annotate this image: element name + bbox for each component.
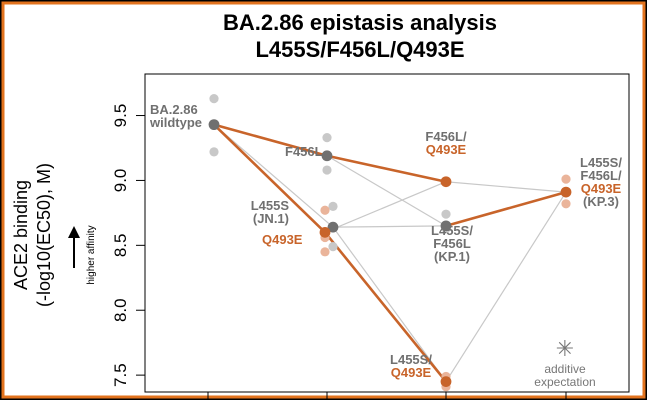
mean-point-L455S bbox=[327, 221, 339, 233]
replicate-point-triple bbox=[561, 174, 571, 184]
replicate-point-L455S_F456L bbox=[441, 209, 451, 219]
replicate-point-L455S bbox=[328, 242, 338, 252]
mean-point-Q493E bbox=[319, 226, 331, 238]
label-triple: Q493E bbox=[581, 181, 622, 196]
replicate-point-Q493E bbox=[320, 205, 330, 215]
replicate-point-L455S bbox=[328, 201, 338, 211]
label-L455S: L455S bbox=[251, 198, 290, 213]
y-axis-label-line1: ACE2 binding bbox=[11, 180, 31, 290]
edge-L455S_Q493E-triple bbox=[445, 191, 567, 382]
label-triple: F456L/ bbox=[580, 168, 622, 183]
label-L455S_F456L: F456L bbox=[433, 236, 471, 251]
edge-F456L-L455S_F456L bbox=[326, 155, 447, 227]
label-triple: L455S/ bbox=[580, 155, 622, 170]
edge-Q493E-L455S_Q493E bbox=[323, 231, 448, 383]
chart-title: BA.2.86 epistasis analysis bbox=[223, 10, 497, 35]
label-L455S_F456L: L455S/ bbox=[431, 223, 473, 238]
y-tick-label: 9.0 bbox=[111, 169, 130, 193]
edge-F456L_Q493E-triple bbox=[445, 181, 567, 193]
mean-point-L455S_F456L bbox=[440, 220, 452, 232]
mean-point-L455S_Q493E bbox=[440, 376, 452, 388]
label-L455S: (JN.1) bbox=[253, 211, 289, 226]
label-L455S_Q493E: Q493E bbox=[391, 365, 432, 380]
edge-L455S-L455S_Q493E bbox=[332, 226, 447, 382]
edge-wt-L455S bbox=[213, 124, 334, 228]
higher-affinity-arrow bbox=[68, 226, 80, 268]
replicate-point-F456L bbox=[322, 133, 332, 143]
label-F456L_Q493E: F456L/ bbox=[425, 129, 467, 144]
y-tick-label: 8.5 bbox=[111, 234, 130, 258]
edge-L455S-L455S_F456L bbox=[332, 225, 447, 228]
edge-wt-F456L bbox=[213, 123, 328, 158]
label-L455S_Q493E: L455S/ bbox=[390, 352, 432, 367]
mean-point-wt bbox=[208, 119, 220, 131]
label-triple: (KP.3) bbox=[583, 194, 619, 209]
y-tick-label: 7.5 bbox=[111, 363, 130, 387]
edge-Q493E-F456L_Q493E bbox=[324, 181, 447, 233]
plot-area bbox=[144, 73, 630, 393]
higher-affinity-label: higher affinity bbox=[86, 225, 97, 284]
replicate-point-Q493E bbox=[320, 247, 330, 257]
edge-wt-Q493E bbox=[213, 123, 326, 234]
mean-point-triple bbox=[560, 186, 572, 198]
edge-L455S_F456L-triple bbox=[445, 190, 567, 228]
edge-F456L-F456L_Q493E bbox=[326, 154, 447, 184]
replicate-point-wt bbox=[209, 147, 219, 157]
replicate-point-wt bbox=[209, 94, 219, 104]
additive-expectation-label-line1: additive bbox=[544, 362, 586, 376]
replicate-point-triple bbox=[561, 199, 571, 209]
y-axis-label-line2: (-log10(EC50), M) bbox=[34, 163, 54, 307]
additive-expectation-label-line2: expectation bbox=[534, 375, 595, 389]
label-L455S_F456L: (KP.1) bbox=[434, 249, 470, 264]
label-F456L: F456L bbox=[285, 144, 323, 159]
label-Q493E: Q493E bbox=[262, 232, 303, 247]
additive-expectation-symbol: ✳ bbox=[556, 336, 574, 361]
mean-point-F456L_Q493E bbox=[440, 176, 452, 188]
replicate-point-F456L bbox=[322, 165, 332, 175]
y-tick-label: 8.0 bbox=[111, 298, 130, 322]
label-wt: BA.2.86 bbox=[150, 102, 198, 117]
y-tick-label: 9.5 bbox=[111, 104, 130, 128]
chart-subtitle: L455S/F456L/Q493E bbox=[255, 37, 464, 62]
label-wt: wildtype bbox=[149, 115, 202, 130]
label-F456L_Q493E: Q493E bbox=[426, 142, 467, 157]
mean-point-F456L bbox=[321, 150, 333, 162]
